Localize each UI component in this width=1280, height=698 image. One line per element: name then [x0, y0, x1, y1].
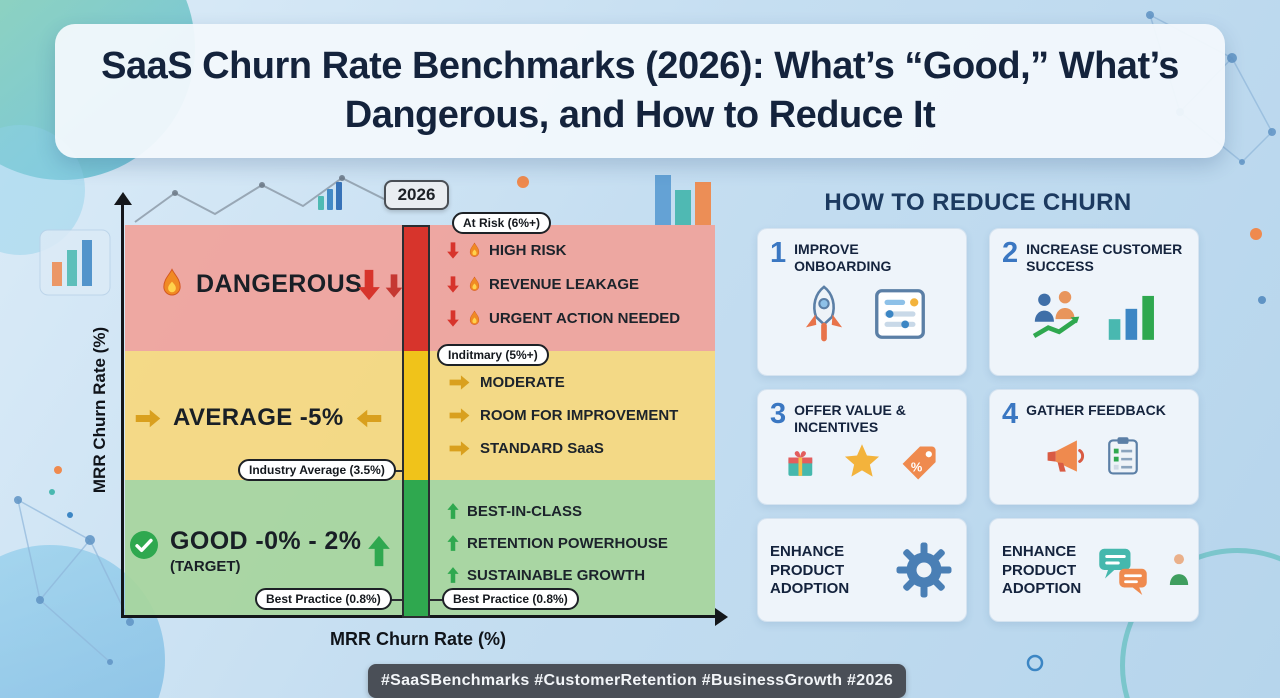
down-arrow-icon: [446, 241, 460, 260]
reduce-churn-card-2: 2 INCREASE CUSTOMER SUCCESS: [989, 228, 1199, 376]
zone-item: BEST-IN-CLASS: [446, 502, 582, 520]
card-title: ENHANCE PRODUCT ADOPTION: [770, 542, 850, 598]
gauge-yellow-segment: [404, 351, 428, 480]
gauge-red-segment: [404, 227, 428, 352]
right-arrow-icon: [133, 408, 163, 429]
flame-icon: [158, 268, 186, 301]
title-banner: SaaS Churn Rate Benchmarks (2026): What’…: [55, 24, 1225, 158]
zone-item-label: SUSTAINABLE GROWTH: [467, 566, 646, 584]
person-icon: [1159, 550, 1199, 590]
at-risk-threshold-pill: At Risk (6%+): [452, 212, 552, 234]
down-arrow-icon: [446, 275, 460, 294]
zone-item: URGENT ACTION NEEDED: [446, 309, 680, 328]
target-label: (TARGET): [170, 558, 241, 575]
clipboard-icon: [1101, 434, 1145, 478]
churn-gauge-bar: [402, 225, 430, 618]
zone-item: SUSTAINABLE GROWTH: [446, 566, 645, 584]
zone-item-label: MODERATE: [480, 374, 565, 391]
zone-item-label: RETENTION POWERHOUSE: [467, 534, 668, 552]
best-practice-pill-left: Best Practice (0.8%): [255, 588, 392, 610]
reduce-churn-cards: 1 IMPROVE ONBOARDING 2 INCREASE CUSTOMER…: [757, 228, 1199, 622]
zone-item: ROOM FOR IMPROVEMENT: [446, 407, 678, 424]
bar-chart-icon: [1101, 283, 1163, 345]
discount-tag-icon: [898, 441, 942, 485]
zone-item: REVENUE LEAKAGE: [446, 275, 639, 294]
y-axis: [121, 203, 124, 618]
zone-name: GOOD -0% - 2%: [170, 527, 362, 555]
flame-icon: [467, 242, 482, 260]
reduce-churn-card-6: ENHANCE PRODUCT ADOPTION: [989, 518, 1199, 622]
gauge-green-segment: [404, 479, 428, 616]
zone-name: DANGEROUS: [196, 270, 363, 298]
up-arrow-icon: [446, 566, 460, 584]
zone-item: STANDARD SaaS: [446, 440, 604, 457]
dangerous-zone-label: DANGEROUS: [158, 268, 362, 301]
down-arrow-icon: [446, 309, 460, 328]
good-zone-label: GOOD -0% - 2% (TARGET): [128, 527, 361, 575]
card-number: 3: [770, 398, 787, 430]
industry-average-pill: Industry Average (3.5%): [238, 459, 396, 481]
right-arrow-icon: [446, 374, 473, 391]
star-icon: [840, 441, 884, 485]
gift-icon: [782, 441, 826, 485]
card-number: 1: [770, 237, 787, 269]
chat-bubbles-icon: [1093, 540, 1153, 600]
page-title: SaaS Churn Rate Benchmarks (2026): What’…: [101, 45, 1179, 136]
reduce-churn-heading: HOW TO REDUCE CHURN: [824, 189, 1132, 216]
card-title: IMPROVE ONBOARDING: [794, 241, 892, 274]
zone-item-label: STANDARD SaaS: [480, 440, 604, 457]
x-axis-label: MRR Churn Rate (%): [330, 629, 506, 649]
year-badge: 2026: [384, 180, 449, 210]
best-practice-pill-right: Best Practice (0.8%): [442, 588, 579, 610]
down-arrow-icon: [356, 246, 382, 324]
card-title: INCREASE CUSTOMER SUCCESS: [1026, 241, 1183, 274]
right-arrow-icon: [446, 440, 473, 457]
card-title: GATHER FEEDBACK: [1026, 402, 1166, 418]
card-number: 2: [1002, 237, 1019, 269]
up-arrow-icon: [446, 534, 460, 552]
x-axis-arrowhead: [715, 608, 728, 626]
customer-success-icon: [1025, 283, 1087, 345]
threshold-line: [350, 599, 525, 601]
up-arrow-icon: [366, 512, 392, 590]
flame-icon: [467, 276, 482, 294]
average-zone-label: AVERAGE -5%: [133, 404, 384, 432]
up-arrow-icon: [446, 502, 460, 520]
card-number: 4: [1002, 398, 1019, 430]
rocket-icon: [793, 283, 855, 345]
zone-item-label: REVENUE LEAKAGE: [489, 276, 640, 293]
y-axis-arrowhead: [114, 192, 132, 205]
card-title: OFFER VALUE & INCENTIVES: [794, 402, 906, 435]
reduce-churn-card-3: 3 OFFER VALUE & INCENTIVES: [757, 389, 967, 505]
megaphone-icon: [1043, 434, 1087, 478]
right-arrow-icon: [446, 407, 473, 424]
down-arrow-icon: [384, 256, 404, 316]
reduce-churn-card-5: ENHANCE PRODUCT ADOPTION: [757, 518, 967, 622]
zone-item-label: HIGH RISK: [489, 242, 567, 259]
check-circle-icon: [128, 529, 160, 561]
hashtags: #SaaSBenchmarks #CustomerRetention #Busi…: [380, 672, 894, 689]
gear-icon: [894, 540, 954, 600]
zone-item: HIGH RISK: [446, 241, 567, 260]
hashtag-bar: #SaaSBenchmarks #CustomerRetention #Busi…: [368, 664, 906, 698]
zone-name: AVERAGE -5%: [173, 404, 344, 431]
flame-icon: [467, 310, 482, 328]
zone-item-label: ROOM FOR IMPROVEMENT: [480, 407, 679, 424]
card-title: ENHANCE PRODUCT ADOPTION: [1002, 542, 1082, 598]
zone-item-label: BEST-IN-CLASS: [467, 502, 583, 520]
ui-panel-icon: [869, 283, 931, 345]
left-arrow-icon: [354, 408, 384, 429]
reduce-churn-card-4: 4 GATHER FEEDBACK: [989, 389, 1199, 505]
reduce-churn-card-1: 1 IMPROVE ONBOARDING: [757, 228, 967, 376]
zone-item-label: URGENT ACTION NEEDED: [489, 310, 681, 327]
zone-item: MODERATE: [446, 374, 565, 391]
y-axis-label: MRR Churn Rate (%): [90, 326, 109, 494]
zone-item: RETENTION POWERHOUSE: [446, 534, 668, 552]
mid-threshold-pill: Inditmary (5%+): [437, 344, 549, 366]
